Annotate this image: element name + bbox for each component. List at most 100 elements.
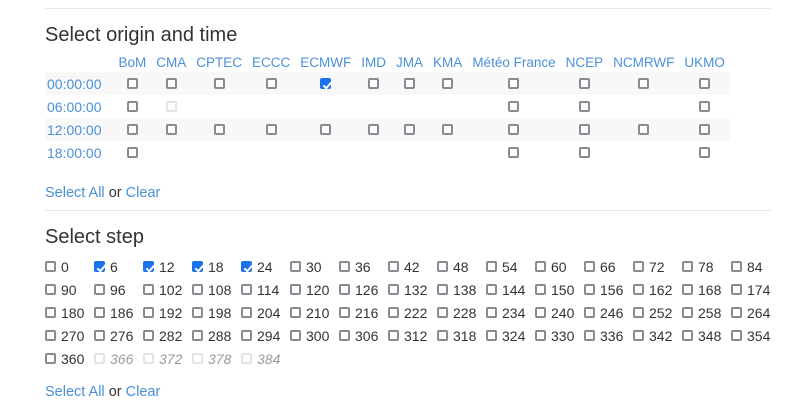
origin-checkbox-eccc-00-00-00[interactable] — [265, 77, 277, 89]
step-checkbox-162[interactable] — [633, 284, 644, 295]
step-checkbox-66[interactable] — [584, 261, 595, 272]
origin-checkbox-bom-00-00-00[interactable] — [126, 77, 138, 89]
origin-checkbox-bom-06-00-00[interactable] — [126, 100, 138, 112]
step-checkbox-138[interactable] — [437, 284, 448, 295]
step-checkbox-210[interactable] — [290, 307, 301, 318]
step-checkbox-24[interactable] — [241, 261, 252, 272]
origin-checkbox-ncep-00-00-00[interactable] — [578, 77, 590, 89]
step-checkbox-342[interactable] — [633, 330, 644, 341]
step-checkbox-108[interactable] — [192, 284, 203, 295]
origin-checkbox-ncep-18-00-00[interactable] — [578, 146, 590, 158]
step-checkbox-318[interactable] — [437, 330, 448, 341]
step-checkbox-270[interactable] — [45, 330, 56, 341]
step-checkbox-252[interactable] — [633, 307, 644, 318]
origin-checkbox-ukmo-00-00-00[interactable] — [699, 77, 711, 89]
step-checkbox-180[interactable] — [45, 307, 56, 318]
origin-checkbox-cptec-00-00-00[interactable] — [213, 77, 225, 89]
step-checkbox-300[interactable] — [290, 330, 301, 341]
step-checkbox-48[interactable] — [437, 261, 448, 272]
step-checkbox-288[interactable] — [192, 330, 203, 341]
step-select-all-link[interactable]: Select All — [45, 384, 105, 400]
step-checkbox-282[interactable] — [143, 330, 154, 341]
step-checkbox-294[interactable] — [241, 330, 252, 341]
step-checkbox-72[interactable] — [633, 261, 644, 272]
origin-checkbox-ecmwf-12-00-00[interactable] — [320, 123, 332, 135]
step-checkbox-96[interactable] — [94, 284, 105, 295]
origin-checkbox-ncep-06-00-00[interactable] — [578, 100, 590, 112]
step-checkbox-18[interactable] — [192, 261, 203, 272]
step-checkbox-360[interactable] — [45, 353, 56, 364]
step-checkbox-0[interactable] — [45, 261, 56, 272]
origin-checkbox-bom-18-00-00[interactable] — [126, 146, 138, 158]
step-checkbox-198[interactable] — [192, 307, 203, 318]
step-checkbox-168[interactable] — [682, 284, 693, 295]
step-checkbox-246[interactable] — [584, 307, 595, 318]
step-checkbox-102[interactable] — [143, 284, 154, 295]
origin-checkbox-kma-00-00-00[interactable] — [442, 77, 454, 89]
origin-checkbox-jma-12-00-00[interactable] — [404, 123, 416, 135]
step-checkbox-6[interactable] — [94, 261, 105, 272]
step-checkbox-174[interactable] — [731, 284, 742, 295]
step-checkbox-204[interactable] — [241, 307, 252, 318]
step-checkbox-114[interactable] — [241, 284, 252, 295]
step-checkbox-192[interactable] — [143, 307, 154, 318]
step-checkbox-84[interactable] — [731, 261, 742, 272]
origin-checkbox-ukmo-06-00-00[interactable] — [699, 100, 711, 112]
step-checkbox-324[interactable] — [486, 330, 497, 341]
origin-checkbox-eccc-12-00-00[interactable] — [265, 123, 277, 135]
step-checkbox-330[interactable] — [535, 330, 546, 341]
step-checkbox-276[interactable] — [94, 330, 105, 341]
step-clear-link[interactable]: Clear — [125, 384, 161, 400]
origin-checkbox-ukmo-18-00-00[interactable] — [699, 146, 711, 158]
step-item-120: 120 — [290, 278, 339, 301]
step-checkbox-12[interactable] — [143, 261, 154, 272]
origin-checkbox-bom-12-00-00[interactable] — [126, 123, 138, 135]
step-checkbox-216[interactable] — [339, 307, 350, 318]
origin-checkbox-ukmo-12-00-00[interactable] — [699, 123, 711, 135]
origin-checkbox-ncep-12-00-00[interactable] — [578, 123, 590, 135]
origin-checkbox-cma-12-00-00[interactable] — [165, 123, 177, 135]
origin-checkbox-météo-france-12-00-00[interactable] — [508, 123, 520, 135]
origin-checkbox-météo-france-06-00-00[interactable] — [508, 100, 520, 112]
step-checkbox-354[interactable] — [731, 330, 742, 341]
step-checkbox-240[interactable] — [535, 307, 546, 318]
origin-checkbox-jma-00-00-00[interactable] — [404, 77, 416, 89]
step-checkbox-60[interactable] — [535, 261, 546, 272]
step-checkbox-150[interactable] — [535, 284, 546, 295]
step-checkbox-126[interactable] — [339, 284, 350, 295]
step-checkbox-234[interactable] — [486, 307, 497, 318]
origin-checkbox-ecmwf-00-00-00[interactable] — [320, 77, 332, 89]
step-checkbox-312[interactable] — [388, 330, 399, 341]
origin-checkbox-ncmrwf-12-00-00[interactable] — [638, 123, 650, 135]
step-checkbox-306[interactable] — [339, 330, 350, 341]
origin-checkbox-cptec-12-00-00[interactable] — [213, 123, 225, 135]
origin-checkbox-imd-00-00-00[interactable] — [368, 77, 380, 89]
step-checkbox-120[interactable] — [290, 284, 301, 295]
step-checkbox-228[interactable] — [437, 307, 448, 318]
step-checkbox-54[interactable] — [486, 261, 497, 272]
step-checkbox-78[interactable] — [682, 261, 693, 272]
step-item-252: 252 — [633, 301, 682, 324]
origin-checkbox-cma-00-00-00[interactable] — [165, 77, 177, 89]
step-checkbox-222[interactable] — [388, 307, 399, 318]
origin-select-all-link[interactable]: Select All — [45, 185, 105, 201]
step-checkbox-144[interactable] — [486, 284, 497, 295]
step-checkbox-132[interactable] — [388, 284, 399, 295]
step-label-84: 84 — [747, 258, 763, 275]
origin-checkbox-imd-12-00-00[interactable] — [368, 123, 380, 135]
origin-clear-link[interactable]: Clear — [125, 185, 161, 201]
step-checkbox-348[interactable] — [682, 330, 693, 341]
step-checkbox-30[interactable] — [290, 261, 301, 272]
step-checkbox-36[interactable] — [339, 261, 350, 272]
step-checkbox-186[interactable] — [94, 307, 105, 318]
step-checkbox-258[interactable] — [682, 307, 693, 318]
step-checkbox-42[interactable] — [388, 261, 399, 272]
origin-checkbox-météo-france-18-00-00[interactable] — [508, 146, 520, 158]
step-checkbox-264[interactable] — [731, 307, 742, 318]
origin-checkbox-ncmrwf-00-00-00[interactable] — [638, 77, 650, 89]
step-checkbox-156[interactable] — [584, 284, 595, 295]
step-checkbox-336[interactable] — [584, 330, 595, 341]
origin-checkbox-météo-france-00-00-00[interactable] — [508, 77, 520, 89]
step-checkbox-90[interactable] — [45, 284, 56, 295]
origin-checkbox-kma-12-00-00[interactable] — [442, 123, 454, 135]
